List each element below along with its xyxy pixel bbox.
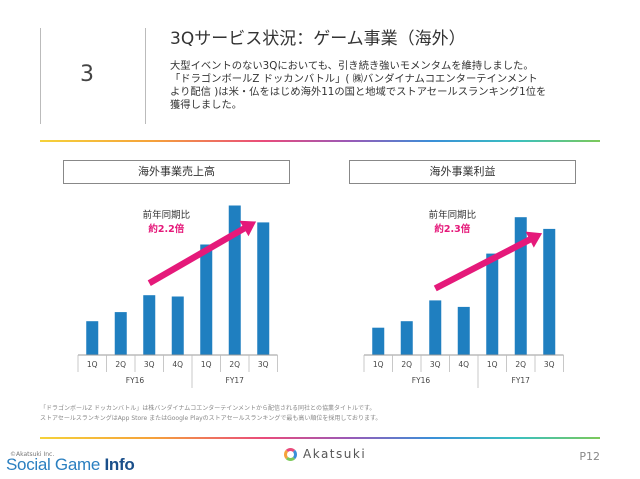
bar — [457, 306, 470, 355]
bar — [171, 296, 184, 355]
annotation-value: 約2.2倍 — [148, 223, 184, 235]
chart-title-revenue: 海外事業売上高 — [63, 160, 290, 184]
x-tick-label: 2Q — [401, 360, 412, 369]
bar — [114, 312, 127, 355]
x-tick-label: 1Q — [373, 360, 384, 369]
annotation-label: 前年同期比 — [143, 209, 191, 221]
page-title: 3Qサービス状況：ゲーム事業（海外） — [170, 29, 466, 49]
bar — [543, 228, 556, 355]
bar — [228, 205, 241, 355]
bar — [200, 244, 213, 355]
annotation-value: 約2.3倍 — [434, 223, 470, 235]
description-line: 大型イベントのない3Qにおいても、引き続き強いモメンタムを維持しました。 — [170, 60, 534, 72]
bar — [143, 295, 156, 355]
section-divider-left — [40, 28, 41, 124]
x-tick-label: 1Q — [87, 360, 98, 369]
group-label: FY17 — [512, 376, 531, 385]
footnote: ストアセールスランキングはApp Store またはGoogle Playのスト… — [40, 415, 382, 422]
description-line: 「ドラゴンボールZ ドッカンバトル」( ㈱バンダイナムコエンターテインメント — [170, 73, 538, 85]
growth-arrow — [147, 220, 257, 286]
bar — [429, 300, 442, 355]
footnote: 「ドラゴンボールZ ドッカンバトル」は株バンダイナムコエンターテインメントから配… — [40, 405, 376, 412]
logo-text: Akatsuki — [303, 447, 367, 461]
chart-title-profit: 海外事業利益 — [349, 160, 576, 184]
section-divider-right — [145, 28, 146, 124]
company-logo: Akatsuki — [284, 447, 366, 461]
description-line: より配信 )は米・仏をはじめ海外11の国と地域でストアセールスランキング1位を — [170, 86, 547, 98]
x-tick-label: 2Q — [229, 360, 240, 369]
bar — [372, 327, 385, 355]
bar — [86, 321, 99, 355]
page-number: P12 — [579, 450, 600, 463]
group-label: FY17 — [226, 376, 245, 385]
footnotes: 「ドラゴンボールZ ドッカンバトル」は株バンダイナムコエンターテインメントから配… — [40, 404, 381, 424]
x-tick-label: 4Q — [172, 360, 183, 369]
rainbow-divider-bottom — [40, 437, 600, 439]
description: 大型イベントのない3Qにおいても、引き続き強いモメンタムを維持しました。 「ドラ… — [170, 60, 600, 112]
x-tick-label: 1Q — [201, 360, 212, 369]
brand-prefix: Social Game — [6, 455, 105, 474]
x-tick-label: 4Q — [458, 360, 469, 369]
growth-arrow — [433, 231, 543, 292]
x-tick-label: 3Q — [544, 360, 555, 369]
x-tick-label: 2Q — [115, 360, 126, 369]
x-tick-label: 2Q — [515, 360, 526, 369]
bar — [514, 217, 527, 355]
section-number: 3 — [80, 62, 94, 87]
bar — [486, 253, 499, 355]
x-tick-label: 3Q — [258, 360, 269, 369]
description-line: 獲得しました。 — [170, 99, 243, 111]
x-tick-label: 3Q — [430, 360, 441, 369]
x-tick-label: 1Q — [487, 360, 498, 369]
annotation-label: 前年同期比 — [429, 209, 477, 221]
copyright: ©Akatsuki Inc. — [10, 451, 55, 458]
bar — [400, 321, 413, 355]
akatsuki-ring-icon — [284, 447, 297, 461]
x-tick-label: 3Q — [144, 360, 155, 369]
brand-suffix: Info — [104, 455, 135, 474]
bar — [257, 222, 270, 355]
group-label: FY16 — [412, 376, 431, 385]
group-label: FY16 — [126, 376, 145, 385]
rainbow-divider-top — [40, 140, 600, 142]
watermark-brand: Social Game Info — [6, 455, 135, 475]
